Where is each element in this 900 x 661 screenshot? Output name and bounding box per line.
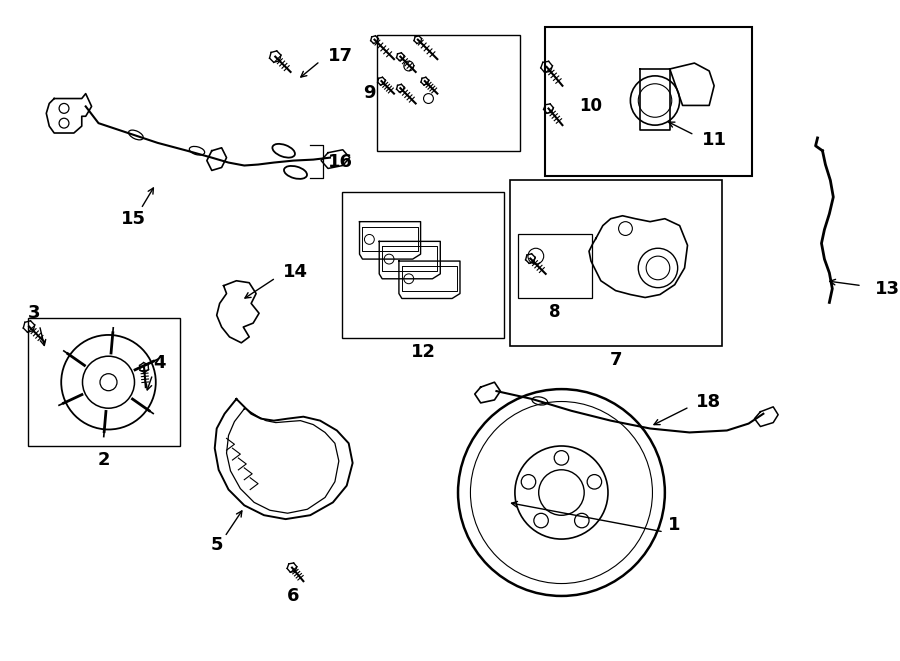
Bar [342, 192, 504, 338]
Text: 14: 14 [283, 263, 308, 281]
Text: 18: 18 [697, 393, 722, 411]
Text: 3: 3 [28, 304, 40, 323]
Text: 17: 17 [328, 47, 353, 65]
Text: 7: 7 [610, 350, 623, 369]
Text: 4: 4 [153, 354, 166, 371]
Text: 2: 2 [98, 451, 110, 469]
Text: 5: 5 [211, 535, 223, 554]
Text: 10: 10 [580, 97, 602, 116]
Bar [518, 235, 592, 299]
Bar [544, 26, 752, 176]
Text: 9: 9 [363, 84, 375, 102]
Text: 15: 15 [121, 210, 146, 227]
Bar [377, 34, 520, 151]
Text: 8: 8 [549, 303, 561, 321]
Text: 13: 13 [875, 280, 900, 297]
Text: 1: 1 [668, 516, 680, 534]
Bar [510, 180, 722, 346]
Bar [28, 318, 180, 446]
Text: 11: 11 [702, 131, 727, 149]
Text: 6: 6 [287, 587, 300, 605]
Text: 16: 16 [328, 153, 353, 171]
Text: 12: 12 [410, 342, 436, 361]
